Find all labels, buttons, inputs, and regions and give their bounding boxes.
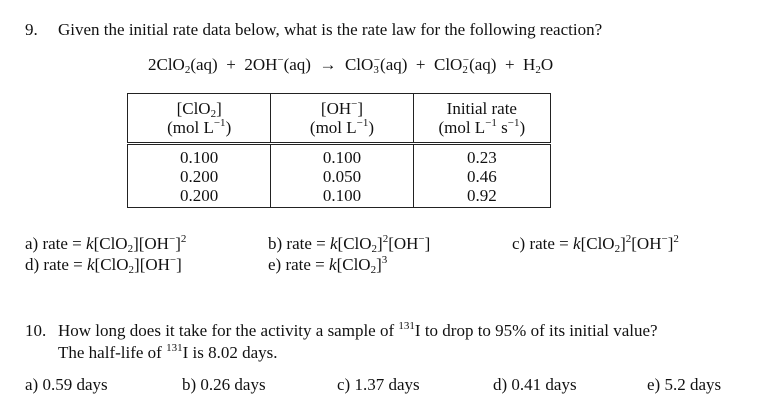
table-row: 0.200 0.050 0.46 bbox=[126, 167, 551, 186]
question-9-text: Given the initial rate data below, what … bbox=[58, 20, 603, 39]
product-clo3: ClO3−(aq) bbox=[344, 54, 408, 76]
cell-rate: 0.92 bbox=[412, 186, 551, 208]
q10-option-a: a) 0.59 days bbox=[25, 375, 108, 394]
option-a: a) rate = k[ClO2][OH−]2 bbox=[25, 233, 187, 255]
reactant-clo2: 2ClO2(aq) bbox=[148, 55, 218, 76]
q10-option-d: d) 0.41 days bbox=[493, 375, 577, 394]
cell-rate: 0.23 bbox=[412, 143, 551, 167]
product-water: H2O bbox=[523, 55, 554, 76]
table-row: 0.100 0.100 0.23 bbox=[126, 143, 551, 167]
question-10-line1: How long does it take for the activity a… bbox=[58, 320, 658, 340]
table-header-row: [ClO2] (mol L−1) [OH−] (mol L−1) Initial… bbox=[126, 93, 551, 144]
header-clo2: [ClO2] (mol L−1) bbox=[126, 93, 271, 144]
reaction-equation: 2ClO2(aq) + 2OH−(aq) → ClO3−(aq) + ClO2−… bbox=[148, 54, 554, 76]
option-c: c) rate = k[ClO2]2[OH−]2 bbox=[512, 233, 679, 255]
cell-oh: 0.050 bbox=[270, 167, 414, 186]
cell-oh: 0.100 bbox=[270, 186, 414, 208]
question-9-number: 9. bbox=[25, 20, 38, 39]
option-e: e) rate = k[ClO2]3 bbox=[268, 254, 388, 276]
question-10-number: 10. bbox=[25, 321, 47, 340]
table-row: 0.200 0.100 0.92 bbox=[126, 186, 551, 208]
header-initial-rate: Initial rate (mol L−1 s−1) bbox=[412, 93, 551, 144]
rate-data-table: [ClO2] (mol L−1) [OH−] (mol L−1) Initial… bbox=[126, 93, 551, 208]
cell-clo2: 0.200 bbox=[126, 186, 271, 208]
plus-sign: + bbox=[226, 55, 236, 74]
cell-clo2: 0.100 bbox=[126, 143, 271, 167]
option-b: b) rate = k[ClO2]2[OH−] bbox=[268, 233, 431, 255]
q10-option-e: e) 5.2 days bbox=[647, 375, 722, 394]
reaction-arrow: → bbox=[319, 55, 337, 74]
option-d: d) rate = k[ClO2][OH−] bbox=[25, 254, 182, 276]
question-10-line2: The half-life of 131I is 8.02 days. bbox=[58, 342, 278, 362]
q10-option-c: c) 1.37 days bbox=[337, 375, 420, 394]
plus-sign: + bbox=[504, 55, 515, 74]
product-clo2: ClO2−(aq) bbox=[434, 54, 497, 76]
header-oh: [OH−] (mol L−1) bbox=[270, 93, 414, 144]
cell-oh: 0.100 bbox=[270, 143, 414, 167]
plus-sign: + bbox=[415, 55, 426, 74]
q10-option-b: b) 0.26 days bbox=[182, 375, 266, 394]
cell-clo2: 0.200 bbox=[126, 167, 271, 186]
reactant-oh: 2OH−(aq) bbox=[244, 54, 311, 74]
cell-rate: 0.46 bbox=[412, 167, 551, 186]
